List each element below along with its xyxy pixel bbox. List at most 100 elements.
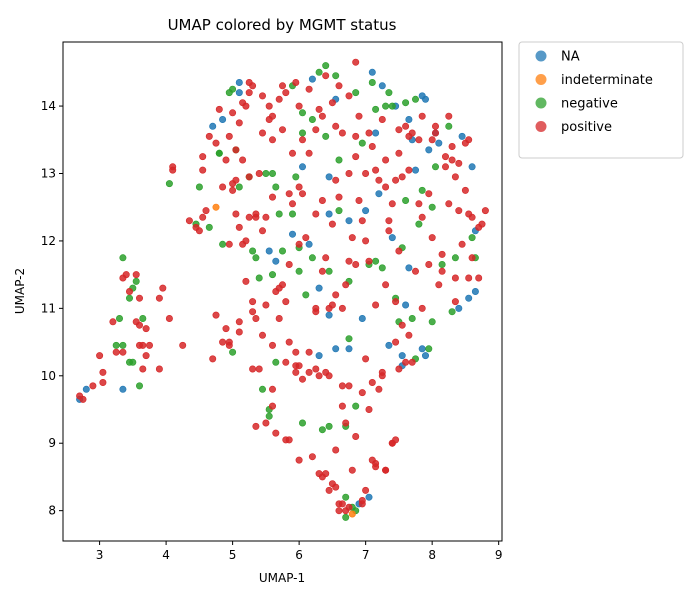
point-positive <box>258 331 266 339</box>
point-positive <box>438 250 446 258</box>
point-positive <box>455 159 463 167</box>
point-NA <box>235 79 243 87</box>
point-positive <box>345 92 353 100</box>
point-positive <box>258 92 266 100</box>
y-axis-ticks: 8 9 10 11 12 13 14 <box>41 99 63 518</box>
point-positive <box>392 176 400 184</box>
point-positive <box>109 318 117 326</box>
point-positive <box>262 419 270 427</box>
point-positive <box>255 170 263 178</box>
x-tick-label: 8 <box>428 548 436 562</box>
point-positive <box>282 298 290 306</box>
point-positive <box>212 139 220 147</box>
point-positive <box>195 227 203 235</box>
point-positive <box>245 213 253 221</box>
point-positive <box>362 237 370 245</box>
point-positive <box>451 173 459 181</box>
point-positive <box>441 163 449 171</box>
point-NA <box>332 345 340 353</box>
point-positive <box>305 85 313 93</box>
point-negative <box>342 513 350 521</box>
point-positive <box>318 112 326 120</box>
point-positive <box>268 193 276 201</box>
point-positive <box>185 217 193 225</box>
point-positive <box>431 129 439 137</box>
point-positive <box>245 173 253 181</box>
point-NA <box>388 234 396 242</box>
point-positive <box>325 486 333 494</box>
point-positive <box>139 341 147 349</box>
point-positive <box>468 213 476 221</box>
point-negative <box>139 314 147 322</box>
point-positive <box>345 382 353 390</box>
point-positive <box>235 119 243 127</box>
point-NA <box>305 240 313 248</box>
point-positive <box>395 149 403 157</box>
point-positive <box>89 382 97 390</box>
point-NA <box>325 311 333 319</box>
point-positive <box>312 126 320 134</box>
point-positive <box>146 341 154 349</box>
point-positive <box>278 126 286 134</box>
point-positive <box>332 291 340 299</box>
point-positive <box>388 200 396 208</box>
point-negative <box>292 173 300 181</box>
point-positive <box>312 308 320 316</box>
point-NA <box>368 68 376 76</box>
point-positive <box>428 234 436 242</box>
point-NA <box>458 132 466 140</box>
point-negative <box>425 345 433 353</box>
point-positive <box>355 197 363 205</box>
point-positive <box>398 173 406 181</box>
point-negative <box>116 314 124 322</box>
point-positive <box>229 180 237 188</box>
point-negative <box>295 267 303 275</box>
point-positive <box>255 365 263 373</box>
point-positive <box>292 79 300 87</box>
point-positive <box>372 301 380 309</box>
point-positive <box>155 294 163 302</box>
point-negative <box>451 254 459 262</box>
point-negative <box>431 163 439 171</box>
point-positive <box>375 385 383 393</box>
point-positive <box>382 466 390 474</box>
point-negative <box>352 89 360 97</box>
legend-marker-indeterminate <box>535 74 547 85</box>
point-positive <box>205 132 213 140</box>
point-positive <box>392 298 400 306</box>
point-negative <box>126 294 134 302</box>
point-positive <box>155 365 163 373</box>
point-positive <box>235 318 243 326</box>
point-positive <box>385 227 393 235</box>
point-NA <box>325 173 333 181</box>
point-NA <box>209 122 217 130</box>
point-positive <box>232 210 240 218</box>
y-tick-label: 11 <box>41 301 56 315</box>
point-NA <box>375 190 383 198</box>
legend-marker-positive <box>535 121 547 132</box>
point-NA <box>119 385 127 393</box>
point-negative <box>325 267 333 275</box>
point-negative <box>132 277 140 285</box>
x-axis-label: UMAP-1 <box>259 571 305 585</box>
point-positive <box>382 281 390 289</box>
point-positive <box>139 365 147 373</box>
point-positive <box>322 470 330 478</box>
y-axis-label: UMAP-2 <box>13 268 27 314</box>
point-positive <box>328 99 336 107</box>
point-positive <box>461 186 469 194</box>
point-positive <box>392 436 400 444</box>
point-positive <box>365 129 373 137</box>
point-negative <box>219 240 227 248</box>
point-NA <box>418 345 426 353</box>
point-NA <box>435 139 443 147</box>
point-positive <box>275 95 283 103</box>
point-positive <box>368 143 376 151</box>
point-negative <box>315 68 323 76</box>
point-negative <box>382 102 390 110</box>
point-positive <box>252 213 260 221</box>
point-positive <box>362 355 370 363</box>
point-positive <box>358 496 366 504</box>
point-positive <box>245 89 253 97</box>
point-negative <box>335 207 343 215</box>
